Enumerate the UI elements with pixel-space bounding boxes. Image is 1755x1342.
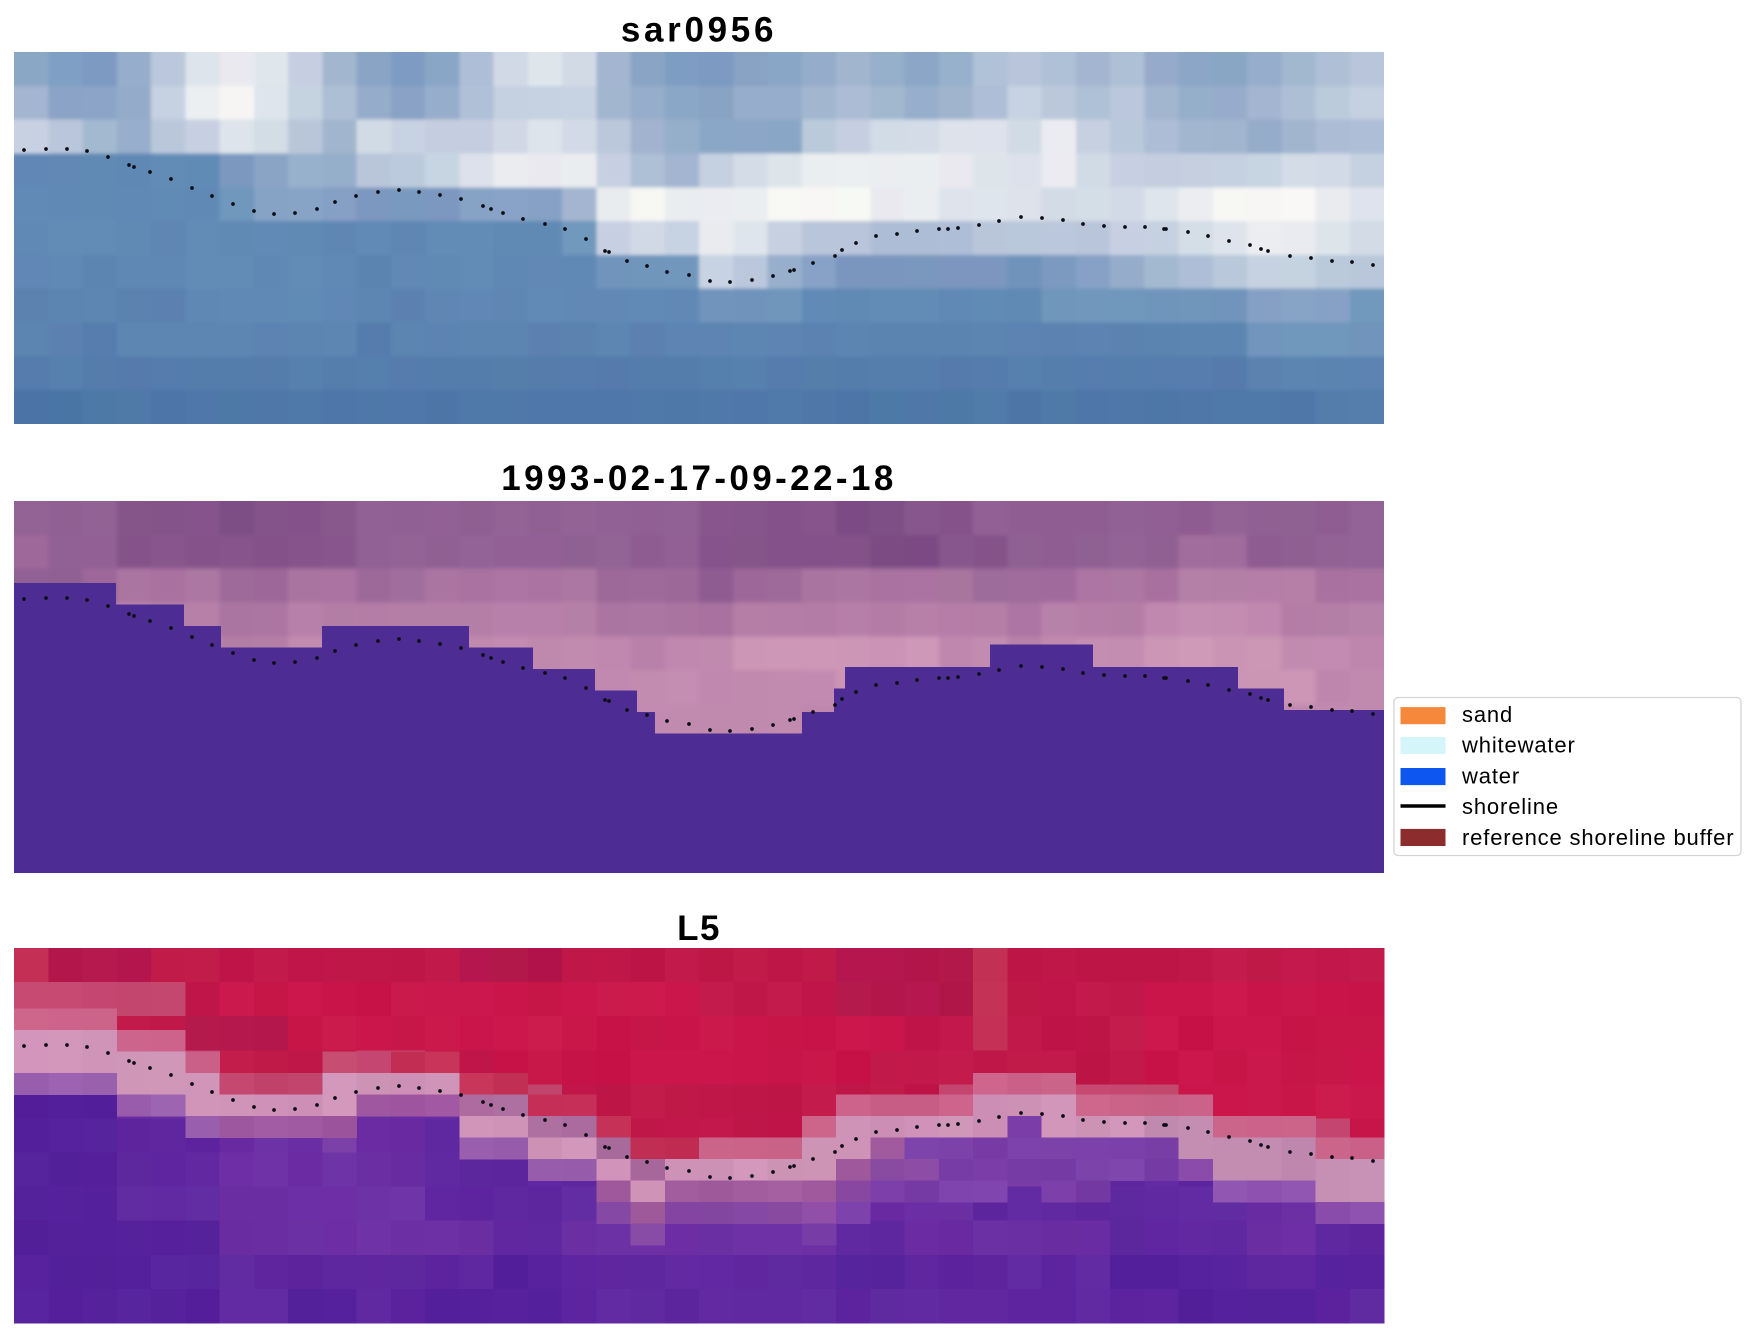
svg-text:water: water bbox=[1461, 763, 1520, 788]
svg-text:whitewater: whitewater bbox=[1461, 733, 1576, 758]
svg-text:shoreline: shoreline bbox=[1462, 794, 1559, 819]
svg-text:reference shoreline buffer: reference shoreline buffer bbox=[1462, 825, 1734, 850]
svg-text:sar0956: sar0956 bbox=[621, 11, 777, 50]
svg-text:1993-02-17-09-22-18: 1993-02-17-09-22-18 bbox=[501, 459, 896, 498]
svg-text:sand: sand bbox=[1462, 702, 1513, 727]
svg-text:L5: L5 bbox=[677, 909, 721, 948]
